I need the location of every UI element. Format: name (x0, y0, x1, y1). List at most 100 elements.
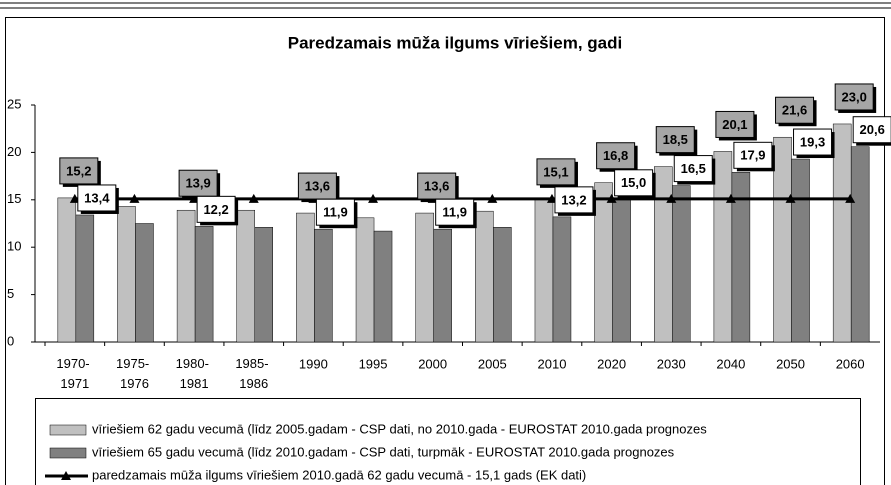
chart-title: Paredzamais mūža ilgums vīriešiem, gadi (288, 33, 622, 52)
data-label: 13,2 (561, 192, 586, 207)
bar (57, 197, 77, 343)
label-box (673, 155, 713, 183)
bar (612, 199, 631, 343)
data-label: 23,0 (842, 89, 867, 104)
bar (135, 223, 154, 343)
legend-marker (61, 471, 71, 480)
x-tick-label: 2000 (418, 356, 447, 371)
x-tick-label: 1985- 1986 (235, 356, 272, 391)
legend-label: vīriešiem 62 gadu vecumā (līdz 2005.gada… (92, 421, 707, 436)
line-marker (368, 193, 379, 203)
bar (355, 217, 375, 343)
bar (236, 209, 255, 343)
bar (373, 230, 393, 343)
chart-frame (5, 17, 885, 485)
data-label: 20,1 (722, 117, 747, 132)
legend-swatch (49, 447, 87, 459)
bar (194, 226, 214, 343)
label-box (435, 198, 475, 226)
data-label: 13,6 (305, 179, 330, 194)
line-marker (785, 193, 796, 203)
legend-label: vīriešiem 65 gadu vecumā (līdz 2010.gada… (92, 444, 675, 459)
data-label: 17,9 (740, 148, 765, 163)
bar (475, 210, 494, 343)
y-tick-label: 10 (7, 239, 21, 254)
x-tick-label: 2030 (657, 356, 686, 371)
label-box (178, 169, 218, 197)
data-label: 13,4 (84, 190, 110, 205)
label-box (852, 116, 891, 144)
bar (415, 212, 434, 343)
label-box (297, 172, 337, 200)
data-label: 13,9 (185, 176, 210, 191)
label-box (715, 110, 755, 138)
data-label: 11,9 (323, 205, 348, 220)
bar (314, 228, 333, 343)
bar (176, 209, 196, 343)
x-tick-label: 2040 (716, 356, 745, 371)
y-tick-label: 20 (7, 144, 21, 159)
label-box (834, 83, 874, 111)
data-label: 21,6 (782, 103, 807, 118)
x-tick-label: 2060 (836, 356, 865, 371)
bar (850, 146, 870, 343)
label-box (793, 128, 833, 156)
label-box (417, 172, 457, 200)
label-box (554, 186, 594, 214)
bar (534, 198, 554, 343)
label-box (77, 184, 117, 212)
label-box (315, 198, 355, 226)
x-tick-label: 1990 (299, 356, 328, 371)
bar (493, 227, 512, 343)
bar (832, 123, 852, 343)
legend-label: paredzamais mūža ilgums vīriešiem 2010.g… (92, 467, 586, 482)
y-tick-label: 5 (7, 286, 14, 301)
bar (254, 227, 273, 343)
x-tick-label: 1975- 1976 (116, 356, 153, 391)
data-label: 18,5 (663, 132, 688, 147)
label-box (59, 157, 99, 185)
x-tick-label: 2020 (597, 356, 626, 371)
line-marker (845, 193, 856, 203)
x-tick-label: 2005 (478, 356, 507, 371)
x-tick-label: 1995 (359, 356, 388, 371)
data-label: 20,6 (860, 122, 885, 137)
bar (75, 214, 95, 343)
label-box (733, 141, 773, 169)
x-tick-label: 2050 (776, 356, 805, 371)
bar (791, 158, 810, 343)
x-tick-label: 1980- 1981 (176, 356, 213, 391)
label-box (775, 96, 815, 124)
bar (594, 182, 613, 343)
y-tick-label: 0 (7, 333, 14, 348)
bar (672, 185, 691, 343)
line-marker (666, 193, 677, 203)
legend-swatch (49, 424, 87, 436)
label-box (596, 142, 636, 170)
data-label: 15,1 (543, 164, 568, 179)
data-label: 15,0 (621, 175, 646, 190)
line-marker (248, 193, 259, 203)
data-label: 16,5 (681, 161, 706, 176)
x-tick-label: 1970- 1971 (56, 356, 93, 391)
line-marker (606, 193, 617, 203)
line-marker (725, 193, 736, 203)
y-tick-label: 15 (7, 191, 21, 206)
data-label: 12,2 (203, 202, 228, 217)
bar (654, 166, 673, 343)
data-label: 13,6 (424, 179, 449, 194)
label-box (655, 126, 695, 154)
line-marker (129, 193, 140, 203)
bar (117, 206, 136, 343)
bar (433, 228, 452, 343)
bar (713, 151, 733, 343)
x-tick-label: 2010 (538, 356, 567, 371)
bar (296, 212, 315, 343)
bar (773, 136, 792, 343)
label-box (614, 169, 654, 197)
data-label: 15,2 (66, 163, 91, 178)
bar (731, 172, 751, 343)
line-marker (487, 193, 498, 203)
data-label: 19,3 (800, 134, 825, 149)
